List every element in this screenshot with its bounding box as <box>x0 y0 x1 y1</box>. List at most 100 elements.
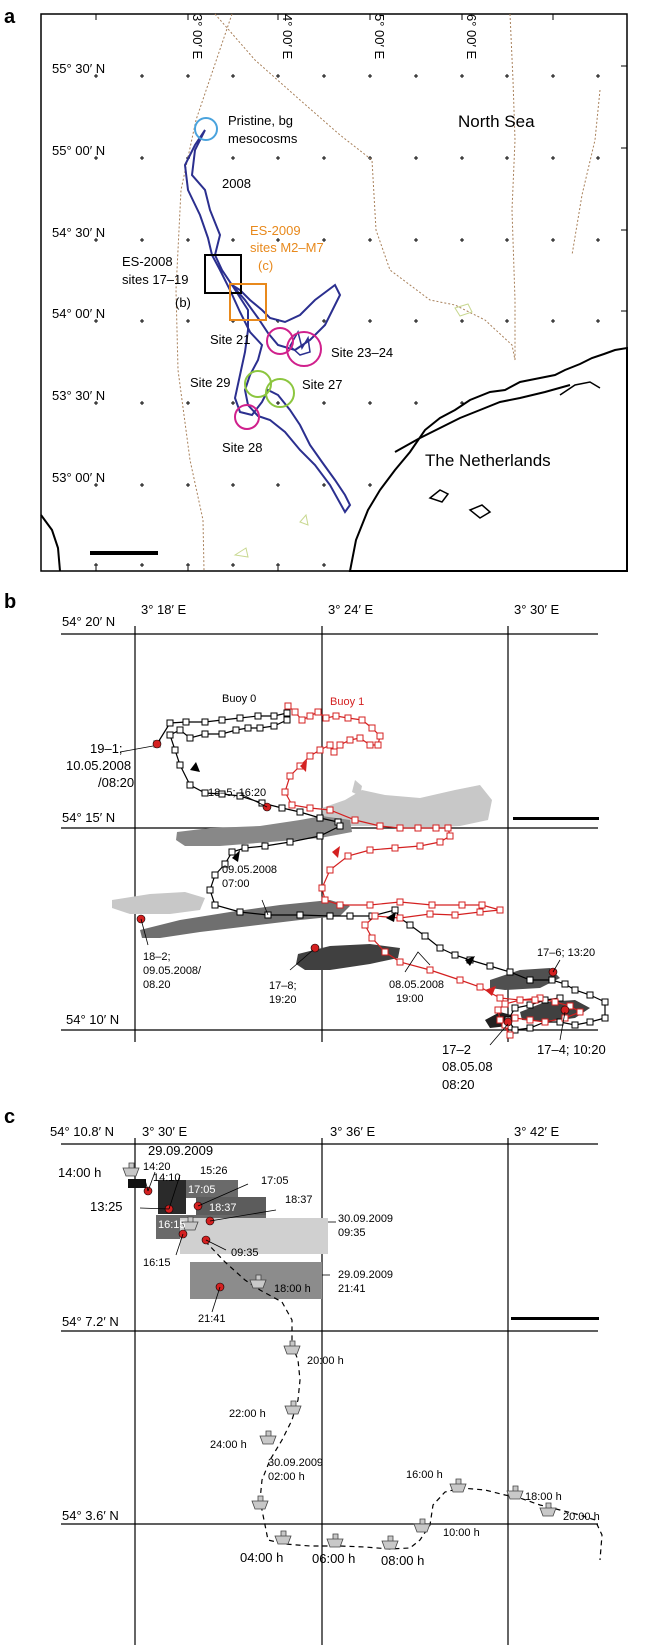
patch-light-2 <box>352 780 362 796</box>
patch-1837 <box>196 1197 266 1218</box>
graticule-cross <box>94 156 98 160</box>
graticule-cross <box>231 238 235 242</box>
graticule-cross <box>368 74 372 78</box>
panel-a-lon-labels: 3° 00′ E 4° 00′ E 5° 00′ E 6° 00′ E <box>190 14 479 60</box>
buoy-position-marker <box>371 912 379 920</box>
buoy-0-arrow <box>232 850 240 862</box>
es2009-ref-label: (c) <box>258 258 273 273</box>
buoy-position-marker <box>286 838 294 846</box>
time-1800h: 18:00 h <box>274 1283 311 1295</box>
graticule-cross <box>414 238 418 242</box>
uk-coast <box>40 514 61 572</box>
sample-17-4-label: 17–4; 10:20 <box>537 1042 606 1057</box>
buoy-position-marker <box>296 808 304 816</box>
patch-light-1 <box>322 785 492 828</box>
graticule-cross <box>231 563 235 567</box>
platform-marker-3 <box>299 513 309 526</box>
buoy-position-marker <box>166 719 174 727</box>
time-0700-label: 07:00 <box>222 878 250 890</box>
buoy-position-marker <box>166 731 174 739</box>
buoy-position-marker <box>526 1024 534 1032</box>
graticule-cross <box>505 74 509 78</box>
boat-icon <box>381 1535 399 1550</box>
buoy-position-marker <box>376 822 384 830</box>
buoy-position-marker <box>346 912 354 920</box>
buoy-position-marker <box>391 844 399 852</box>
panel-a-label: a <box>4 6 16 28</box>
boat-icon <box>122 1162 140 1177</box>
pristine-site-circle <box>194 117 218 141</box>
graticule-cross <box>94 74 98 78</box>
buoy-position-marker <box>526 1016 534 1024</box>
buoy-position-marker <box>346 736 354 744</box>
time-1837: 18:37 <box>285 1194 313 1206</box>
graticule-cross <box>276 238 280 242</box>
graticule-cross <box>186 483 190 487</box>
panel-a: a <box>4 6 628 572</box>
buoy-position-marker <box>358 716 366 724</box>
boat-icon <box>326 1533 344 1548</box>
graticule-cross <box>94 319 98 323</box>
buoy-position-marker <box>228 848 236 856</box>
es2009-box <box>229 283 267 321</box>
lon-label: 3° 18′ E <box>141 602 187 617</box>
panel-b-label: b <box>4 591 16 613</box>
time-1837-in-patch: 18:37 <box>209 1202 237 1214</box>
buoy-position-marker <box>270 722 278 730</box>
lon-label: 3° 36′ E <box>330 1124 376 1139</box>
boat-icon <box>284 1400 302 1415</box>
site-28-circle <box>234 404 260 430</box>
time-1000h: 10:00 h <box>443 1527 480 1539</box>
buoy-position-marker <box>356 734 364 742</box>
buoy-position-marker <box>261 842 269 850</box>
buoy-position-marker <box>326 866 334 874</box>
lat-label: 54° 20′ N <box>62 614 115 629</box>
scale-bar-c <box>511 1317 599 1320</box>
lat-label: 53° 30′ N <box>52 388 105 403</box>
buoy-position-marker <box>376 732 384 740</box>
patch-1400 <box>128 1179 146 1188</box>
panel-c-label: c <box>4 1106 15 1128</box>
graticule-cross <box>414 319 418 323</box>
buoy-position-marker <box>182 718 190 726</box>
graticule-cross <box>322 401 326 405</box>
graticule-cross <box>322 74 326 78</box>
time-2000h-b: 20:00 h <box>563 1511 600 1523</box>
site-27-circle <box>265 378 295 408</box>
panel-b-axis-labels: 54° 20′ N 54° 15′ N 54° 10′ N 3° 18′ E 3… <box>62 602 560 1027</box>
graticule-cross <box>186 563 190 567</box>
buoy-position-marker <box>201 789 209 797</box>
buoy-position-marker <box>476 908 484 916</box>
panel-b-leaders <box>119 745 566 1046</box>
boat-icon <box>413 1518 431 1533</box>
time-1705: 17:05 <box>261 1175 289 1187</box>
buoy-position-marker <box>306 752 314 760</box>
graticule-cross <box>276 401 280 405</box>
buoy-position-marker <box>218 790 226 798</box>
buoy-position-marker <box>526 976 534 984</box>
buoy-position-marker <box>291 708 299 716</box>
time-1400h: 14:00 h <box>58 1165 101 1180</box>
buoy-position-marker <box>284 702 292 710</box>
panel-c-grid <box>61 1138 598 1645</box>
buoy-position-marker <box>561 980 569 988</box>
buoy-position-marker <box>296 911 304 919</box>
ship-track-2008 <box>183 129 352 514</box>
time-0600h: 06:00 h <box>312 1551 355 1566</box>
graticule-cross <box>140 401 144 405</box>
buoy-position-marker <box>278 804 286 812</box>
buoy-1-markers <box>281 702 584 1039</box>
buoy-position-marker <box>306 712 314 720</box>
buoy-position-marker <box>576 1008 584 1016</box>
buoy-position-marker <box>283 716 291 724</box>
time-1420: 14:20 <box>143 1161 171 1173</box>
buoy-position-marker <box>321 896 329 904</box>
track-year-label: 2008 <box>222 176 251 191</box>
buoy-position-marker <box>236 792 244 800</box>
site-27-label: Site 27 <box>302 377 342 392</box>
time-1410: 14:10 <box>153 1172 181 1184</box>
buoy-position-marker <box>316 832 324 840</box>
time-0935: 09:35 <box>231 1247 259 1259</box>
lat-label: 54° 7.2′ N <box>62 1314 119 1329</box>
